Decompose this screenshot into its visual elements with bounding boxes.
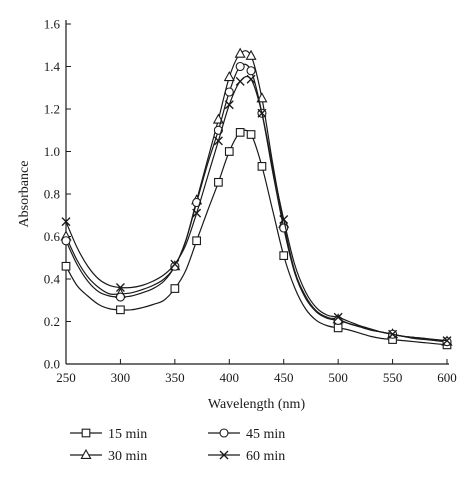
data-point	[170, 261, 180, 271]
data-point	[61, 236, 71, 246]
data-point	[388, 329, 398, 339]
data-point	[61, 217, 71, 227]
data-point	[246, 130, 256, 139]
series-line	[65, 75, 448, 342]
y-tick-label: 0.4	[44, 272, 61, 287]
legend-label: 45 min	[246, 427, 285, 442]
series-square	[61, 128, 452, 350]
x-tick-label: 500	[328, 370, 348, 385]
data-point	[61, 261, 71, 271]
data-point	[115, 292, 125, 302]
axes: 250 300 350 400 450 500 550 600 0.0 0.2 0.4 0.6 0.8 1…	[44, 17, 457, 386]
data-point	[442, 336, 452, 346]
y-tick-label: 0.6	[44, 229, 61, 244]
data-point	[170, 284, 180, 293]
data-point	[256, 92, 268, 103]
y-tick-label: 1.6	[44, 17, 61, 32]
legend-label: 30 min	[108, 449, 147, 464]
x-tick-label: 400	[220, 370, 240, 385]
data-point	[170, 259, 180, 269]
data-point	[192, 208, 202, 218]
x-tick-label: 450	[274, 370, 294, 385]
series-x	[61, 74, 452, 346]
data-point	[115, 283, 125, 292]
data-point	[223, 70, 235, 82]
data-point	[192, 197, 202, 208]
y-tick-label: 1.2	[44, 102, 60, 117]
y-tick-label: 1.0	[44, 144, 60, 159]
legend-item: 60 min	[208, 449, 285, 464]
data-point	[224, 100, 234, 110]
data-point	[257, 108, 267, 118]
data-point	[246, 74, 256, 84]
data-point	[234, 47, 246, 58]
series-line	[65, 129, 448, 346]
y-tick-label: 0.8	[44, 187, 60, 202]
data-point	[116, 305, 125, 315]
legend: 15 min 30 min 45 min 60 min	[70, 427, 285, 464]
legend-item: 45 min	[208, 427, 285, 442]
legend-item: 15 min	[70, 427, 147, 442]
data-point	[235, 128, 245, 137]
x-axis-title: Wavelength (nm)	[208, 397, 306, 412]
data-point	[333, 323, 343, 333]
data-point	[235, 76, 245, 86]
y-tick-label: 0.2	[44, 314, 60, 329]
x-tick-label: 600	[437, 370, 457, 385]
x-tick-label: 300	[111, 370, 131, 385]
data-point	[224, 87, 234, 97]
data-point	[257, 162, 267, 171]
data-point	[279, 215, 289, 224]
x-tick-label: 350	[165, 370, 185, 385]
y-tick-label: 1.4	[44, 59, 61, 74]
data-point	[279, 251, 289, 260]
legend-marker	[80, 448, 92, 459]
legend-marker	[219, 450, 229, 460]
series-circle	[61, 61, 452, 347]
legend-item: 30 min	[70, 448, 147, 464]
series-layer	[60, 47, 453, 350]
data-point	[192, 236, 201, 246]
legend-label: 15 min	[108, 427, 147, 442]
legend-label: 60 min	[246, 449, 285, 464]
y-tick-label: 0.0	[44, 357, 60, 372]
data-point	[235, 61, 245, 72]
legend-marker	[219, 428, 229, 438]
data-point	[333, 312, 343, 322]
x-tick-label: 250	[56, 370, 76, 385]
data-point	[213, 136, 223, 146]
x-tick-label: 550	[383, 370, 403, 385]
data-point	[442, 337, 452, 347]
data-point	[214, 177, 223, 187]
data-point	[245, 49, 257, 60]
data-point	[246, 66, 256, 76]
y-axis-title: Absorbance	[17, 161, 32, 228]
data-point	[224, 147, 234, 156]
legend-marker	[81, 428, 91, 438]
